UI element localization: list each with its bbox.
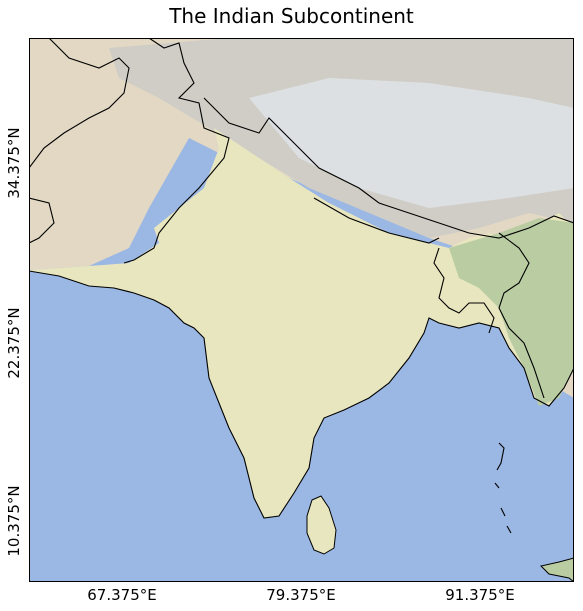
snow-ridge [249,78,574,208]
map-canvas [29,38,574,582]
borders [29,38,574,534]
y-tick-label: 10.375°N [5,485,23,557]
border-pakistan-india [123,38,230,264]
y-tick-label: 34.375°N [5,127,23,199]
land-sri-lanka [306,495,337,555]
land-southeast [540,557,574,582]
border-china-india [203,97,574,239]
forest-northeast [449,218,574,406]
andaman-islands [494,442,512,534]
x-tick-label: 79.375°E [266,586,336,604]
x-tick-label: 67.375°E [87,586,157,604]
map-border [29,38,574,582]
border-bangladesh [433,247,495,334]
border-afghanistan [29,38,130,169]
y-tick-label: 22.375°N [5,307,23,379]
coast-india [29,270,574,519]
map-panel[interactable] [29,38,574,582]
border-nepal [313,197,440,244]
border-iran-pakistan [29,197,55,244]
border-myanmar [498,232,545,399]
x-tick-label: 91.375°E [445,586,515,604]
map-title: The Indian Subcontinent [169,4,414,28]
